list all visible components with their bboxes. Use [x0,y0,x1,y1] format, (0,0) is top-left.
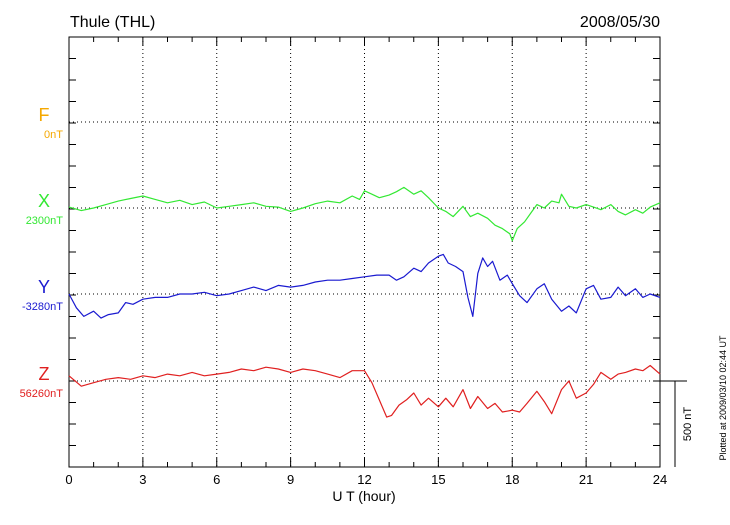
x-axis-title: U T (hour) [332,488,395,504]
series-traces [68,186,661,418]
series-baseline-y: -3280nT [22,301,63,313]
scale-bar-label: 500 nT [682,407,694,442]
x-tick-label: 3 [139,472,146,487]
x-tick-label: 6 [213,472,220,487]
series-name-x: X [38,191,50,211]
component-labels: F 0nT X 2300nT Y -3280nT Z 56260nT [20,105,64,400]
series-baseline-z: 56260nT [20,388,64,400]
scale-bar: 500 nT [660,380,694,467]
series-baseline-f: 0nT [44,129,63,141]
x-axis-ticks: 0 3 6 9 12 15 18 21 24 [65,37,667,487]
series-name-f: F [39,105,50,125]
date-label: 2008/05/30 [580,14,660,31]
x-tick-label: 24 [653,472,667,487]
series-name-z: Z [39,364,50,384]
grid-lines [69,37,660,467]
station-title: Thule (THL) [70,14,155,31]
series-line-z [68,364,661,418]
x-tick-label: 12 [357,472,371,487]
x-tick-label: 18 [505,472,519,487]
x-tick-label: 15 [431,472,445,487]
x-tick-label: 0 [65,472,72,487]
series-line-x [68,186,661,242]
series-name-y: Y [38,277,50,297]
series-line-y [68,253,661,319]
x-tick-label: 21 [579,472,593,487]
series-baseline-x: 2300nT [26,215,64,227]
x-tick-label: 9 [287,472,294,487]
y-minor-ticks [69,58,660,446]
plotted-timestamp: Plotted at 2009/03/10 02:44 UT [718,335,728,461]
